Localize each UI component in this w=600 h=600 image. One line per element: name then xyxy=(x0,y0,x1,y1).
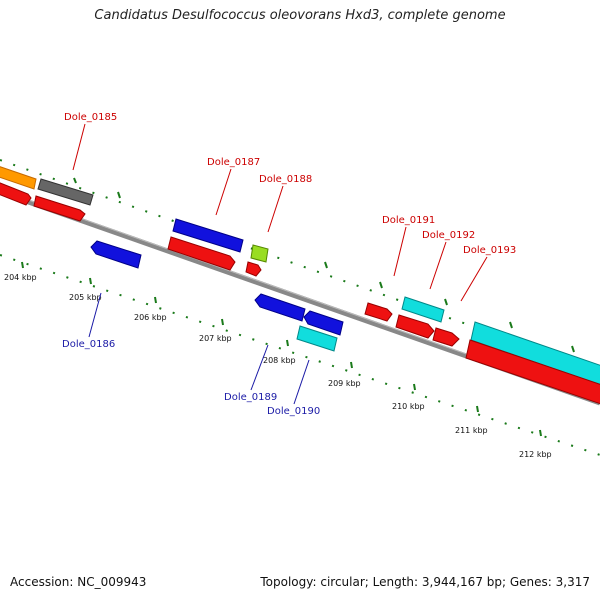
gene-arrow-red[interactable] xyxy=(245,261,262,277)
gene-arrow-blue[interactable] xyxy=(172,218,244,253)
label-leaders-forward xyxy=(72,123,488,302)
gene-arrow-cyan[interactable] xyxy=(470,321,600,386)
tick-label: 211 kbp xyxy=(455,426,488,435)
tick-label: 204 kbp xyxy=(4,273,37,282)
gene-arrow-lime[interactable] xyxy=(250,244,269,263)
gene-arrow-red[interactable] xyxy=(33,195,86,222)
gene-label-dole-0190[interactable]: Dole_0190 xyxy=(267,406,320,417)
gene-arrow-red[interactable] xyxy=(395,314,435,339)
accession-text: Accession: NC_009943 xyxy=(10,575,147,589)
label-leaders-reverse xyxy=(88,292,310,405)
gene-arrow-orange[interactable] xyxy=(0,165,37,190)
gene-label-dole-0191[interactable]: Dole_0191 xyxy=(382,215,435,226)
gene-label-dole-0189[interactable]: Dole_0189 xyxy=(224,392,277,403)
map-title: Candidatus Desulfococcus oleovorans Hxd3… xyxy=(94,8,506,23)
gene-arrow-red[interactable] xyxy=(167,236,236,271)
gene-arrow-cyan[interactable] xyxy=(401,296,445,323)
gene-arrow-gray[interactable] xyxy=(37,178,94,206)
gene-label-dole-0188[interactable]: Dole_0188 xyxy=(259,174,312,185)
genome-summary-text: Topology: circular; Length: 3,944,167 bp… xyxy=(260,575,590,589)
tick-label: 209 kbp xyxy=(328,379,361,388)
outer-major-ticks xyxy=(73,177,575,353)
gene-labels: Dole_0185 Dole_0186 Dole_0187 Dole_0188 … xyxy=(62,112,516,417)
gene-label-dole-0185[interactable]: Dole_0185 xyxy=(64,112,117,123)
tick-label: 210 kbp xyxy=(392,402,425,411)
tick-label: 205 kbp xyxy=(69,293,102,302)
tick-labels: 204 kbp 205 kbp 206 kbp 207 kbp 208 kbp … xyxy=(4,273,552,459)
tick-label: 208 kbp xyxy=(263,356,296,365)
gene-label-dole-0187[interactable]: Dole_0187 xyxy=(207,157,260,168)
gene-label-dole-0192[interactable]: Dole_0192 xyxy=(422,230,475,241)
inner-major-ticks xyxy=(21,261,542,437)
forward-genes xyxy=(0,165,600,405)
tick-label: 206 kbp xyxy=(134,313,167,322)
tick-label: 207 kbp xyxy=(199,334,232,343)
gene-arrow-blue[interactable] xyxy=(90,240,142,269)
gene-arrow-red[interactable] xyxy=(465,339,600,405)
gene-arrow-red[interactable] xyxy=(364,302,393,322)
gene-arrow-red[interactable] xyxy=(0,181,32,206)
gene-arrow-red[interactable] xyxy=(432,327,460,347)
reverse-genes xyxy=(90,240,344,352)
gene-arrow-blue[interactable] xyxy=(303,310,344,336)
tick-label: 212 kbp xyxy=(519,450,552,459)
gene-arrow-blue[interactable] xyxy=(254,293,306,322)
gene-arrow-cyan[interactable] xyxy=(296,325,338,352)
gene-label-dole-0193[interactable]: Dole_0193 xyxy=(463,245,516,256)
gene-label-dole-0186[interactable]: Dole_0186 xyxy=(62,339,115,350)
